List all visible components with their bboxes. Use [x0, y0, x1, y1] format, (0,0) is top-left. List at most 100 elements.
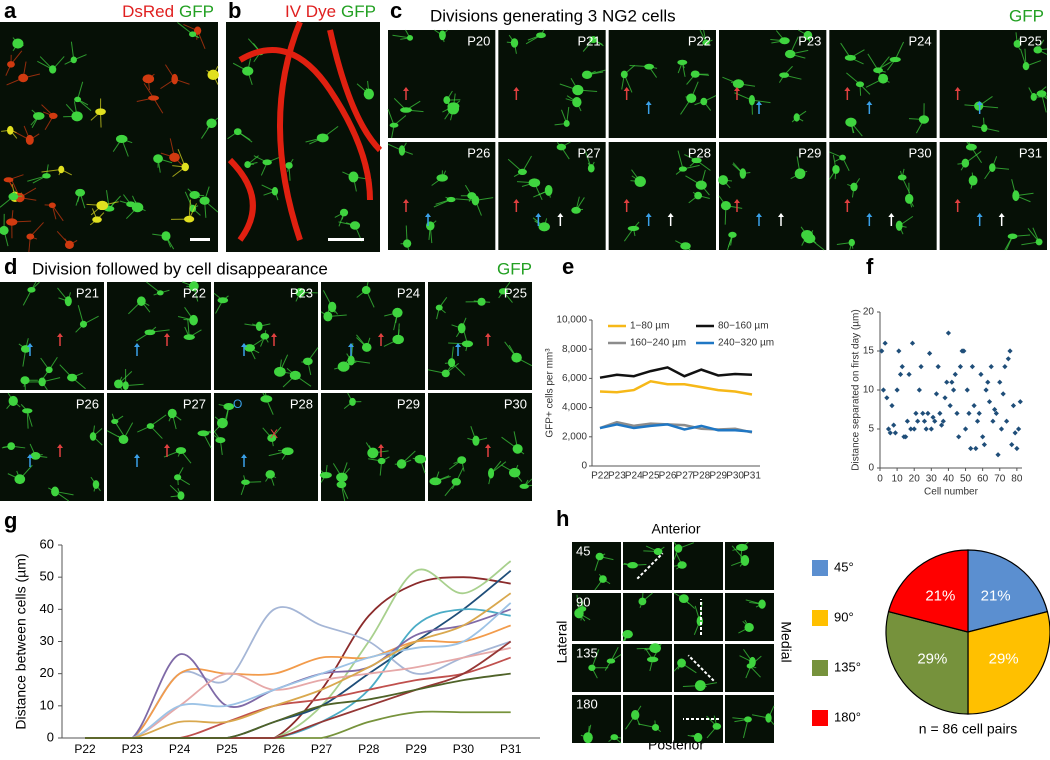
cell-body — [441, 369, 450, 378]
x-tick-label: P24 — [169, 742, 191, 756]
arrowhead — [57, 444, 63, 448]
cell-body — [156, 290, 164, 296]
point — [1009, 442, 1015, 448]
x-tick-label: P30 — [726, 471, 744, 482]
cell-body — [677, 59, 688, 65]
x-tick-label: P25 — [642, 471, 660, 482]
cell-body — [316, 133, 329, 143]
arrowhead — [241, 454, 247, 458]
point — [927, 350, 933, 356]
cells — [731, 541, 750, 567]
cell-body — [638, 597, 647, 606]
arrowhead — [403, 199, 409, 203]
cell-body — [22, 408, 33, 414]
point — [1000, 391, 1006, 397]
cell-body — [740, 555, 750, 566]
cell-body — [398, 145, 406, 156]
cell-body — [161, 231, 171, 241]
point — [1017, 399, 1023, 405]
point — [980, 434, 986, 440]
cell-body — [695, 180, 707, 190]
point — [892, 430, 898, 436]
x-tick-label: P23 — [608, 471, 626, 482]
cell-body — [194, 26, 202, 35]
point — [930, 414, 936, 420]
cell-body — [1007, 233, 1018, 240]
x-tick-label: P26 — [659, 471, 677, 482]
arrowhead — [623, 87, 630, 91]
cell-process — [187, 319, 190, 338]
legend-label: 160−240 µm — [630, 338, 686, 349]
cell-body — [749, 656, 756, 668]
point — [889, 403, 895, 409]
panel-label: b — [228, 0, 241, 23]
cell-body — [45, 366, 53, 374]
cells — [718, 156, 825, 251]
point — [968, 445, 974, 452]
timepoint: P28 — [290, 396, 313, 411]
cell-process — [106, 190, 110, 209]
legend-label: 90° — [834, 609, 854, 624]
micrograph — [939, 30, 1047, 138]
cells — [623, 150, 711, 251]
cell-body — [435, 304, 443, 311]
arrowhead — [271, 333, 277, 337]
y-tick-label: 5 — [868, 424, 874, 435]
cell-body — [260, 395, 273, 403]
point — [933, 391, 940, 397]
panel-label: h — [556, 506, 569, 531]
cell-body — [244, 161, 251, 168]
cell-body — [744, 716, 752, 723]
cells — [588, 646, 622, 679]
cell-body — [12, 38, 24, 49]
point — [911, 426, 917, 432]
point — [1004, 418, 1010, 424]
cell-body — [262, 159, 272, 166]
cell-body — [448, 358, 456, 368]
cell-body — [49, 65, 57, 74]
cell-body — [563, 120, 570, 127]
cell-body — [646, 656, 659, 663]
orientation: Anterior — [651, 521, 700, 537]
cell-process — [26, 410, 29, 429]
arrowhead — [134, 454, 140, 458]
cell-body — [510, 38, 519, 48]
point — [935, 364, 941, 370]
point — [976, 410, 982, 416]
timepoint: P20 — [467, 33, 490, 48]
arrowhead — [425, 213, 431, 217]
timepoint: P30 — [504, 396, 527, 411]
arrowhead — [667, 213, 674, 217]
cell-body — [114, 379, 123, 389]
cells — [213, 392, 294, 496]
y-axis-label: Distance between cells (µm) — [13, 553, 29, 729]
cell-body — [392, 334, 404, 345]
point — [938, 422, 945, 428]
point — [904, 418, 910, 424]
cell-body — [8, 192, 19, 201]
cell-body — [1013, 40, 1021, 48]
cell-body — [58, 165, 65, 174]
cells — [623, 545, 665, 569]
cell-body — [528, 178, 541, 188]
cell-body — [595, 552, 604, 561]
cell-body — [803, 233, 816, 244]
timepoint: P25 — [1019, 33, 1042, 48]
micrograph — [829, 142, 937, 250]
point — [998, 426, 1005, 432]
cell-body — [74, 96, 82, 103]
cell-body — [678, 166, 688, 172]
cell-body — [67, 373, 78, 382]
cell-body — [581, 70, 593, 79]
cell-body — [126, 201, 136, 208]
panel-title: DsRed GFP — [122, 2, 214, 21]
arrowhead — [134, 343, 140, 347]
cells — [828, 151, 915, 251]
cell-body — [92, 216, 102, 223]
arrowhead — [535, 213, 542, 217]
point — [961, 348, 967, 354]
point — [983, 387, 989, 393]
x-tick-label: P28 — [692, 471, 710, 482]
stain-red: DsRed — [122, 2, 174, 21]
point — [916, 387, 922, 393]
